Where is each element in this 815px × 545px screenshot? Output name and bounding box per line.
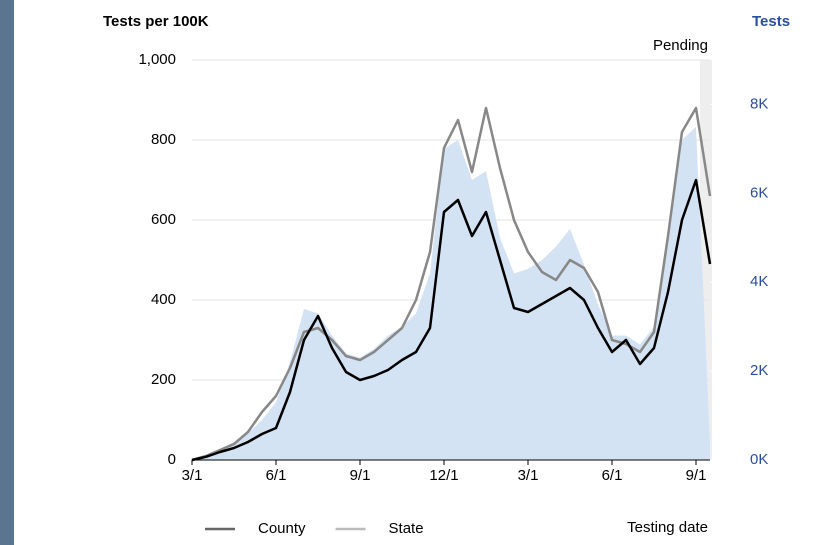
chart-title: Tests per 100K bbox=[103, 13, 209, 30]
x-tick-label: 6/1 bbox=[266, 467, 287, 484]
y-tick-label: 200 bbox=[151, 371, 176, 388]
side-strip bbox=[0, 0, 14, 545]
x-axis-label: Testing date bbox=[627, 519, 708, 536]
x-tick-label: 6/1 bbox=[602, 467, 623, 484]
y2-tick-label: 8K bbox=[750, 95, 768, 112]
x-tick-label: 12/1 bbox=[429, 467, 458, 484]
y-tick-label: 600 bbox=[151, 211, 176, 228]
y2-tick-label: 0K bbox=[750, 451, 768, 468]
y2-tick-label: 6K bbox=[750, 184, 768, 201]
annotation: Pending bbox=[653, 37, 708, 54]
x-tick-label: 9/1 bbox=[350, 467, 371, 484]
y-tick-label: 0 bbox=[168, 451, 176, 468]
x-tick-label: 3/1 bbox=[518, 467, 539, 484]
y-tick-label: 800 bbox=[151, 131, 176, 148]
tests-area bbox=[192, 126, 710, 461]
y-tick-label: 400 bbox=[151, 291, 176, 308]
series-line bbox=[191, 178, 712, 462]
y2-title: Tests bbox=[752, 13, 790, 30]
legend-label: County bbox=[258, 520, 306, 537]
y-tick-label: 1,000 bbox=[138, 51, 176, 68]
y2-tick-label: 2K bbox=[750, 362, 768, 379]
x-tick-label: 9/1 bbox=[686, 467, 707, 484]
x-tick-label: 3/1 bbox=[182, 467, 203, 484]
legend-label: State bbox=[389, 520, 424, 537]
y2-tick-label: 4K bbox=[750, 273, 768, 290]
